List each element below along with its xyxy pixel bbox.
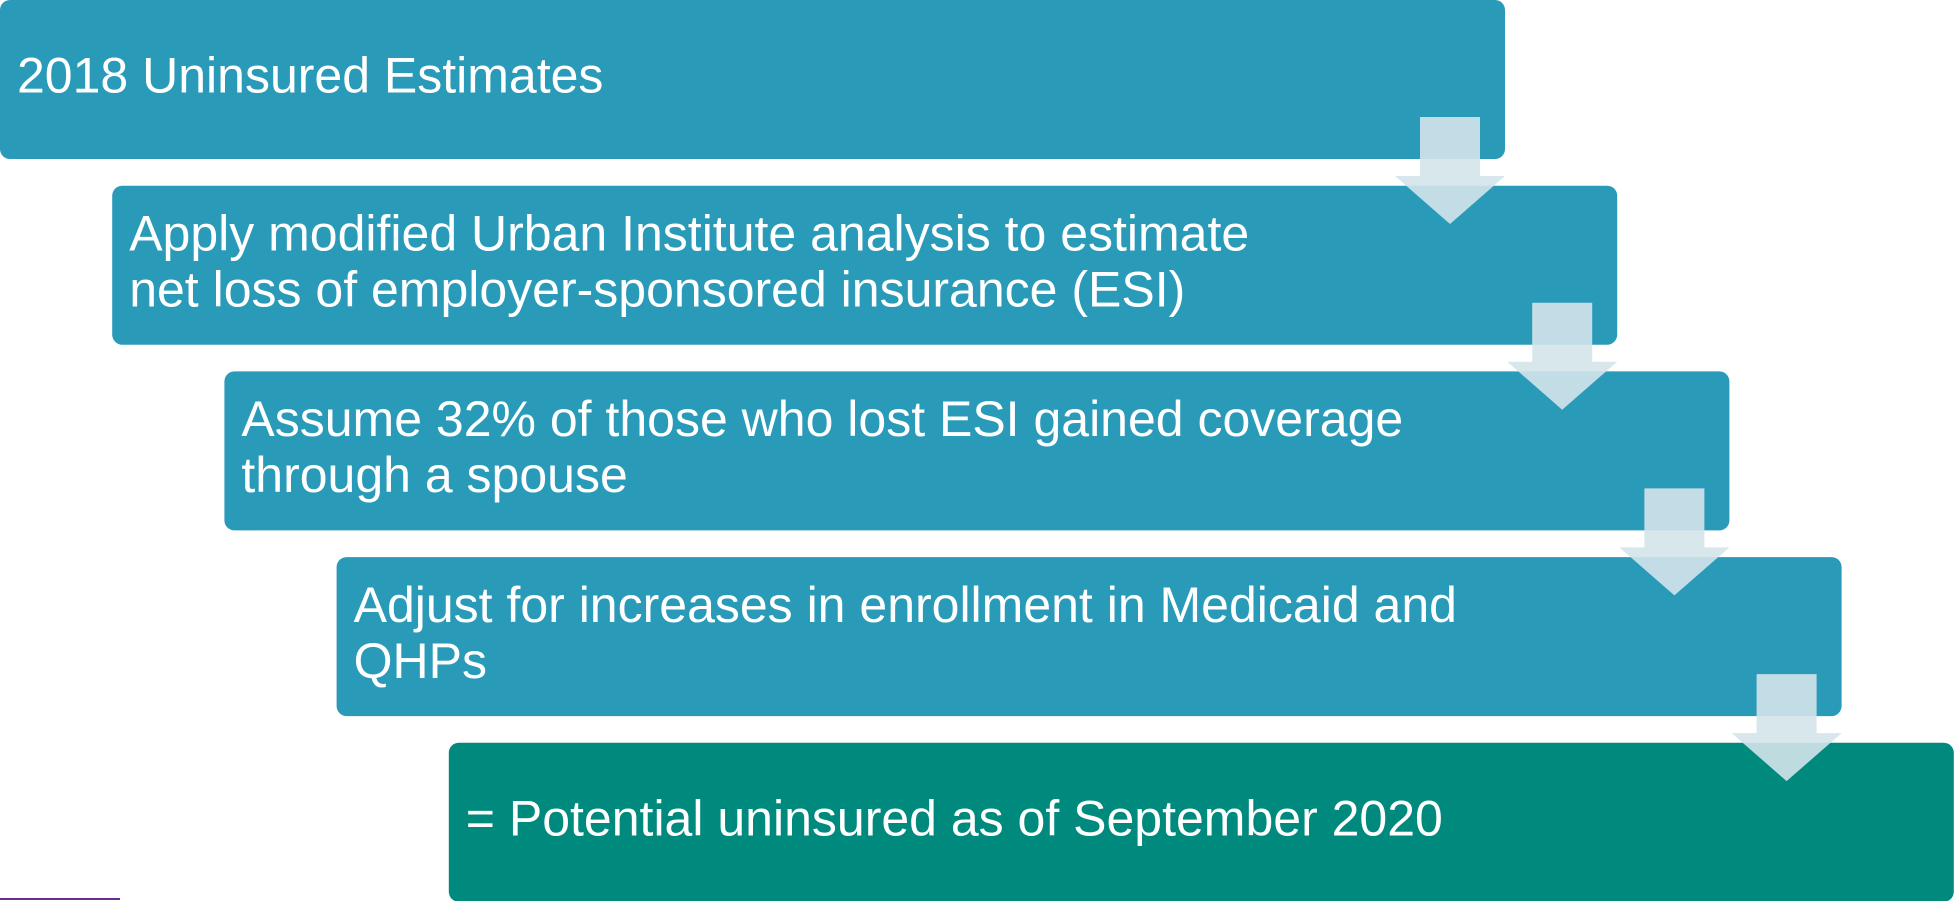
- down-arrow: [1507, 302, 1618, 410]
- step-box: [224, 371, 1730, 531]
- step-text: net loss of employer-sponsored insurance…: [129, 261, 1185, 317]
- step-text: QHPs: [354, 633, 487, 689]
- step-text: = Potential uninsured as of September 20…: [466, 791, 1443, 847]
- step-box: [336, 557, 1842, 717]
- down-arrow: [1395, 117, 1505, 224]
- step-text: 2018 Uninsured Estimates: [17, 48, 603, 104]
- step-text: Apply modified Urban Institute analysis …: [129, 205, 1249, 261]
- down-arrow: [1731, 674, 1842, 782]
- down-arrow: [1619, 488, 1730, 596]
- step-text: Assume 32% of those who lost ESI gained …: [241, 391, 1403, 447]
- step-box: [112, 185, 1618, 345]
- step-text: Adjust for increases in enrollment in Me…: [354, 577, 1457, 633]
- step-text: through a spouse: [241, 447, 627, 503]
- result-box: [448, 742, 1954, 901]
- step-box: [0, 0, 1505, 159]
